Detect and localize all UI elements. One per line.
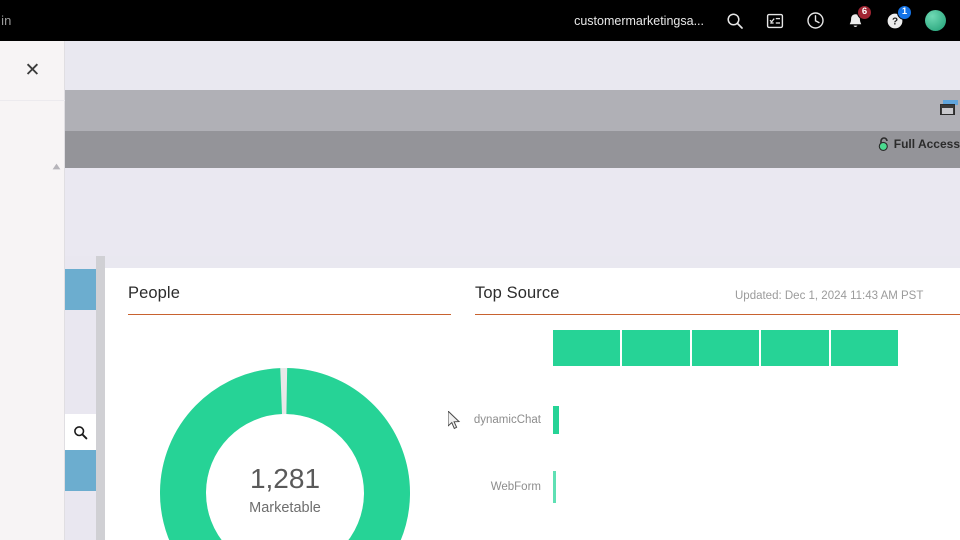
tenant-name[interactable]: customermarketingsa... [574,13,704,28]
help-badge: 1 [897,4,912,20]
stacked-bar-segment[interactable] [830,330,898,366]
app-top-bar: …in customermarketingsa... 6 ? 1 [0,0,960,41]
source-bar[interactable] [553,471,556,503]
nav-item-block-2[interactable] [65,450,96,491]
donut-center-label: Marketable [249,500,321,516]
full-access-indicator: Full Access [877,136,960,152]
dashboard-card: People Top Source Updated: Dec 1, 2024 1… [105,268,960,540]
scroll-up-arrow-icon[interactable] [50,163,62,173]
window-toolbar-lower [65,131,960,168]
restore-icon-inner [942,108,953,114]
page-title: People [128,284,180,302]
left-nav-strip [65,256,96,540]
avatar-image [924,10,946,31]
close-icon[interactable]: ✕ [0,41,65,101]
bell-badge: 6 [857,4,872,20]
svg-text:?: ? [892,16,898,27]
lock-icon [878,137,888,151]
source-label: dynamicChat [473,414,541,426]
restore-icon-top [943,100,958,105]
top-source-stacked-bar [553,330,898,366]
top-source-header-rule [475,314,960,315]
donut-svg [160,368,410,540]
full-access-label: Full Access [893,137,960,151]
nav-search-button[interactable] [65,414,96,450]
nav-gutter [96,256,105,540]
window-toolbar-upper [65,90,960,131]
source-bar[interactable] [553,406,559,434]
updated-timestamp: Updated: Dec 1, 2024 11:43 AM PST [735,290,924,302]
top-bar-actions: customermarketingsa... 6 ? 1 [574,0,960,41]
tasks-icon[interactable] [762,8,788,34]
restore-icon-body [940,104,955,115]
nav-item-block-1[interactable] [65,269,96,310]
search-icon [74,425,88,439]
stacked-bar-segment[interactable] [553,330,621,366]
stacked-bar-segment[interactable] [761,330,829,366]
nav-spacer [65,310,96,414]
people-donut-chart: 1,281 Marketable [160,368,410,540]
restore-window-icon[interactable] [940,100,958,115]
source-row-dynamicchat: dynamicChat [435,400,735,440]
top-source-panel-header: Top Source [475,284,559,303]
source-row-webform: WebForm [435,467,735,507]
people-panel-header: People [128,284,180,303]
stacked-bar-segment[interactable] [622,330,690,366]
bell-icon[interactable]: 6 [842,4,872,34]
avatar[interactable] [922,8,948,34]
mouse-cursor [447,409,462,431]
top-source-title: Top Source [475,284,560,302]
app-title-fragment: …in [0,13,12,28]
people-header-rule [128,314,451,315]
content-placeholder-region [65,168,960,256]
search-icon[interactable] [722,8,748,34]
clock-icon[interactable] [802,8,828,34]
source-label: WebForm [490,481,541,493]
left-overlay-panel: ✕ [0,41,65,540]
stacked-bar-segment[interactable] [691,330,760,366]
donut-center-value: 1,281 [249,463,321,494]
help-icon[interactable]: ? 1 [882,4,912,34]
